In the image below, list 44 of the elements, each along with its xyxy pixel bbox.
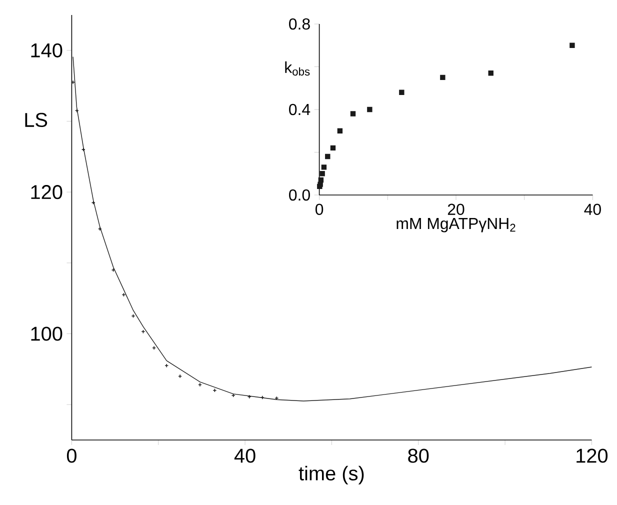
point: [91, 200, 96, 205]
point: [440, 74, 446, 80]
point: [198, 382, 202, 387]
x-tick-label: 120: [576, 448, 608, 463]
y-axis-title: k$_{obs}$: [285, 61, 310, 76]
y-tick-label: 100: [31, 326, 62, 341]
point: [325, 154, 330, 160]
point: [488, 70, 494, 76]
point: [111, 268, 116, 272]
point: [330, 145, 336, 151]
point: [74, 108, 79, 113]
point: [98, 226, 102, 231]
point: [317, 184, 322, 190]
x-tick-label: 80: [408, 448, 429, 463]
point: [164, 364, 169, 368]
point: [367, 106, 372, 112]
x-axis-title: time (s): [298, 466, 364, 484]
y-tick-label: 0.4: [289, 104, 310, 116]
y-tick-label: 0.8: [289, 18, 310, 30]
y-axis-title: LS: [25, 112, 48, 128]
point: [81, 148, 86, 152]
x-tick-label: 20: [448, 204, 464, 215]
y-tick-label: 140: [31, 43, 62, 58]
x-tick-label: 40: [584, 204, 601, 215]
x-axis-title: mM MgATPγNH$_{2}$: [396, 218, 516, 232]
point: [321, 164, 327, 170]
x-tick-label: 0: [316, 204, 324, 215]
point: [152, 346, 156, 350]
point: [350, 111, 356, 116]
y-tick-label: 120: [31, 185, 62, 200]
point: [260, 395, 264, 400]
point: [247, 394, 252, 399]
point: [131, 314, 136, 318]
point: [337, 128, 343, 134]
y-tick-label: 0.0: [289, 189, 310, 201]
point: [141, 330, 146, 334]
point: [231, 393, 236, 398]
point: [212, 388, 217, 392]
point: [178, 374, 182, 378]
point: [399, 90, 404, 95]
x-tick-label: 40: [234, 448, 256, 463]
x-tick-label: 0: [66, 448, 76, 463]
point: [570, 42, 575, 48]
point: [320, 171, 325, 176]
